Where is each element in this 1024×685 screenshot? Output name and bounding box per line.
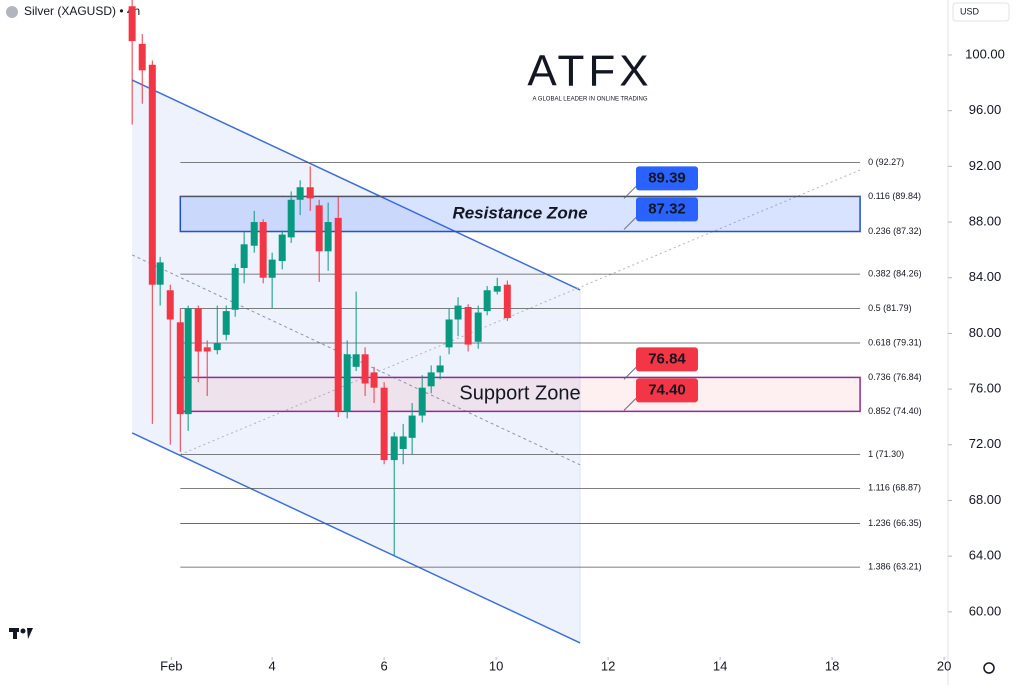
candle-body [352, 354, 360, 367]
tag-connector [623, 217, 637, 230]
logo: ATFX [527, 47, 652, 96]
candle-body [454, 305, 462, 320]
fib-label: 1.386 (63.21) [868, 562, 922, 572]
currency-box[interactable] [952, 2, 1010, 22]
fib-label: 0 (92.27) [868, 157, 904, 167]
candle-body [408, 415, 416, 438]
tv-logo [9, 628, 33, 639]
candle-body [194, 308, 202, 352]
candle-body [176, 322, 184, 415]
y-tick-label: 100.00 [965, 46, 1005, 61]
candle-body [306, 187, 314, 199]
candle-body [464, 306, 472, 345]
candle-body [156, 262, 164, 285]
candle-body [493, 286, 501, 292]
price-tag [636, 166, 698, 191]
fib-label: 1.116 (68.87) [868, 483, 921, 493]
candle-body [278, 234, 286, 262]
x-tick-label: 20 [937, 658, 951, 673]
channel-upper [131, 79, 581, 291]
fib-label: 0.382 (84.26) [868, 268, 922, 278]
symbol-icon [6, 6, 18, 18]
candle-body [166, 290, 174, 320]
price-tag [636, 197, 698, 222]
chart-title: Silver (XAGUSD) • 4h [24, 4, 140, 18]
y-tick-label: 84.00 [969, 269, 1002, 284]
candle-body [287, 199, 295, 238]
price-tag [636, 378, 698, 403]
candle-body [427, 372, 435, 387]
x-tick-label: 12 [601, 658, 615, 673]
price-tag-label: 89.39 [648, 169, 686, 186]
currency-label: USD [960, 6, 980, 16]
candle-body [315, 205, 323, 252]
y-tick-label: 80.00 [969, 325, 1002, 340]
candle-body [138, 43, 146, 71]
tag-connector [623, 398, 637, 411]
y-tick-label: 68.00 [969, 492, 1002, 507]
price-tag-label: 74.40 [648, 381, 686, 398]
y-tick-label: 92.00 [969, 158, 1002, 173]
candle-body [222, 311, 230, 335]
candle-body [503, 284, 511, 319]
y-tick-label: 88.00 [969, 213, 1002, 228]
candle-body [334, 217, 342, 412]
candle-body [250, 222, 258, 246]
candle-body [184, 308, 192, 415]
fib-label: 0.736 (76.84) [868, 372, 922, 382]
fib-label: 0.852 (74.40) [868, 406, 922, 416]
candle-body [370, 372, 378, 388]
candle-body [231, 267, 239, 310]
channel-lower [131, 432, 581, 644]
candle-body [474, 312, 482, 342]
fib-label: 0.236 (87.32) [868, 226, 922, 236]
support-zone-label: Support Zone [459, 383, 580, 405]
x-tick-label: Feb [160, 658, 182, 673]
y-tick-label: 96.00 [969, 102, 1002, 117]
settings-icon[interactable] [983, 662, 995, 674]
x-tick-label: 6 [381, 658, 388, 673]
fib-label: 0.618 (79.31) [868, 337, 922, 347]
candle-body [296, 187, 304, 200]
candle-body [128, 6, 136, 42]
candle-body [324, 222, 332, 252]
price-tag-label: 87.32 [648, 200, 686, 217]
candle-body [148, 64, 156, 285]
fib-label: 1 (71.30) [868, 449, 904, 459]
candle-body [436, 365, 444, 373]
candle-body [445, 319, 453, 348]
y-tick-label: 76.00 [969, 381, 1002, 396]
candle-body [213, 343, 221, 351]
y-tick-label: 64.00 [969, 548, 1002, 563]
candle-body [343, 354, 351, 412]
y-tick-label: 72.00 [969, 436, 1002, 451]
fib-label: 1.236 (66.35) [868, 518, 922, 528]
x-tick-label: 14 [713, 658, 727, 673]
resistance-zone-label: Resistance Zone [452, 203, 587, 222]
candle-body [203, 347, 211, 352]
price-tag-label: 76.84 [648, 350, 686, 367]
candle-body [259, 222, 267, 278]
candle-body [240, 244, 248, 268]
candle-body [483, 290, 491, 312]
candle-body [361, 354, 369, 384]
fib-label: 0.5 (81.79) [868, 303, 912, 313]
x-tick-label: 10 [489, 658, 503, 673]
fib-label: 0.116 (89.84) [868, 191, 921, 201]
x-tick-label: 18 [825, 658, 839, 673]
y-tick-label: 60.00 [969, 603, 1002, 618]
price-tag [636, 347, 698, 372]
candle-body [390, 436, 398, 461]
x-tick-label: 4 [269, 658, 276, 673]
logo-tagline: A GLOBAL LEADER IN ONLINE TRADING [532, 97, 647, 103]
candle-body [418, 387, 426, 416]
candle-body [268, 259, 276, 278]
candle-body [399, 436, 407, 449]
candle-body [380, 387, 388, 461]
